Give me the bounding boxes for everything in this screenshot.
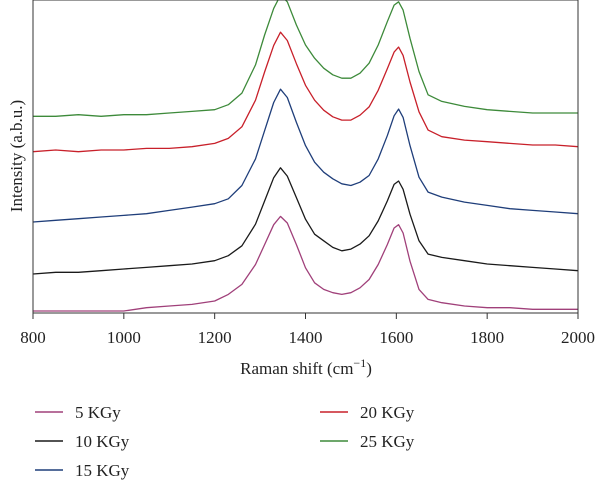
x-tick-label: 1600 xyxy=(379,328,413,347)
legend-label: 15 KGy xyxy=(75,461,130,480)
x-axis-label: Raman shift (cm−1) xyxy=(240,356,372,378)
legend: 5 KGy 10 KGy 15 KGy 20 KGy 25 KGy xyxy=(35,403,415,480)
plot-lines xyxy=(32,0,579,312)
legend-label: 5 KGy xyxy=(75,403,121,422)
x-axis-label-main: Raman shift (cm xyxy=(240,359,353,378)
x-tick-label: 1200 xyxy=(198,328,232,347)
x-tick-label: 2000 xyxy=(561,328,595,347)
y-axis-label: Intensity (a.b.u.) xyxy=(7,100,26,212)
legend-label: 20 KGy xyxy=(360,403,415,422)
x-tick-label: 1800 xyxy=(470,328,504,347)
series-line-25-kgy xyxy=(33,0,578,117)
x-axis-label-close: ) xyxy=(366,359,372,378)
series-line-5-kgy xyxy=(33,215,578,312)
x-tick-label: 1400 xyxy=(289,328,323,347)
x-tick-label: 1000 xyxy=(107,328,141,347)
legend-label: 25 KGy xyxy=(360,432,415,451)
legend-label: 10 KGy xyxy=(75,432,130,451)
x-axis-label-unit-exponent: −1 xyxy=(353,356,366,370)
series-line-20-kgy xyxy=(32,31,579,153)
x-axis: 800 1000 1200 1400 1600 1800 2000 xyxy=(20,313,595,347)
x-tick-label: 800 xyxy=(20,328,46,347)
series-line-10-kgy xyxy=(32,167,579,275)
series-line-15-kgy xyxy=(32,88,579,223)
